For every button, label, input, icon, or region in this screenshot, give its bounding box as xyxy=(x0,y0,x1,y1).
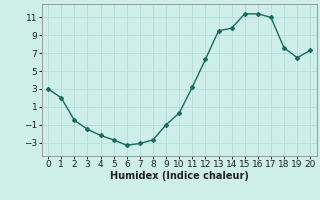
X-axis label: Humidex (Indice chaleur): Humidex (Indice chaleur) xyxy=(110,171,249,181)
